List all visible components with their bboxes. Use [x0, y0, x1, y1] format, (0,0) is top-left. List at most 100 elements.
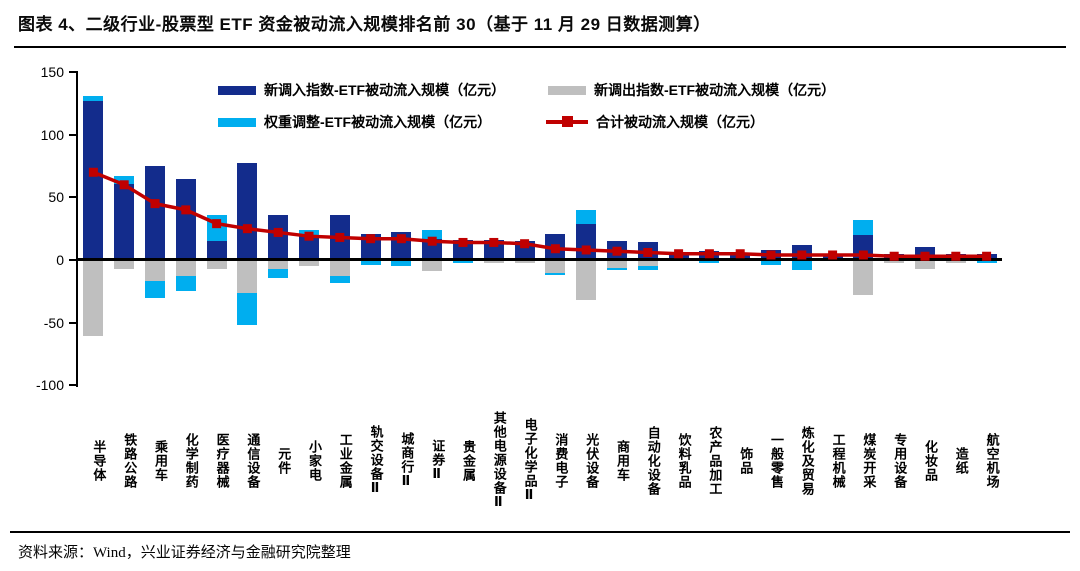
bar-segment-new-out: [483, 260, 504, 263]
bar-segment-weight-adj: [576, 209, 597, 224]
bar-segment-weight-adj: [299, 229, 319, 235]
bar-segment-new-in: [175, 178, 196, 260]
bar-segment-weight-adj: [422, 229, 443, 239]
x-axis-label: 农产品加工: [707, 426, 723, 496]
x-axis-label: 消费电子: [553, 433, 569, 489]
legend-line-swatch: [546, 116, 588, 127]
y-axis-tick-label: 150: [40, 64, 64, 80]
x-axis-label: 电子化学品Ⅱ: [522, 418, 538, 504]
bar-segment-new-out: [299, 260, 319, 267]
x-axis-label: 元件: [276, 447, 292, 475]
bar-segment-weight-adj: [268, 268, 289, 278]
x-axis-label: 航空机场: [984, 433, 1000, 489]
footer-divider: [10, 531, 1070, 533]
y-axis-line: [76, 71, 78, 387]
bar-segment-new-in: [145, 166, 165, 260]
bar-segment-new-in: [576, 223, 597, 260]
x-axis-label: 证券Ⅱ: [430, 439, 446, 483]
y-axis-tick-label: 50: [48, 189, 64, 206]
y-axis-tick: [69, 259, 76, 261]
y-axis-tick: [69, 196, 76, 199]
bar-segment-weight-adj: [83, 95, 104, 101]
bar-segment-new-out: [607, 260, 627, 268]
bar-segment-new-in: [83, 100, 104, 260]
x-axis-label: 饰品: [738, 447, 754, 475]
bar-segment-new-out: [83, 260, 104, 337]
x-axis-label: 造纸: [953, 447, 969, 475]
x-axis-label: 小家电: [307, 440, 322, 482]
bar-segment-weight-adj: [545, 272, 566, 276]
x-axis-label: 商用车: [615, 440, 630, 482]
x-axis-label: 半导体: [91, 440, 107, 482]
y-axis-tick: [69, 71, 76, 73]
legend-label-total-line: 合计被动流入规模（亿元）: [596, 114, 764, 130]
y-axis-tick: [69, 321, 76, 324]
bar-segment-new-in: [422, 238, 443, 260]
bar-segment-weight-adj: [114, 176, 135, 184]
bar-segment-new-out: [853, 260, 874, 296]
x-axis-label: 饮料乳品: [676, 433, 692, 489]
x-axis-label: 一般零售: [769, 433, 784, 489]
bar-segment-new-in: [329, 214, 350, 260]
bar-segment-new-out: [145, 260, 165, 282]
legend-item-new-in: 新调入指数-ETF被动流入规模（亿元）: [218, 81, 505, 99]
x-axis-label: 铁路公路: [122, 433, 138, 489]
bar-segment-weight-adj: [391, 260, 412, 267]
x-axis-label: 工程机械: [830, 433, 846, 489]
bar-segment-new-in: [237, 163, 258, 260]
x-axis-label: 乘用车: [153, 440, 168, 482]
legend-item-total-line: 合计被动流入规模（亿元）: [546, 113, 764, 131]
bar-segment-new-in: [853, 234, 874, 260]
bar-segment-weight-adj: [237, 292, 258, 326]
x-axis-label: 轨交设备Ⅱ: [368, 425, 384, 497]
bar-segment-weight-adj: [791, 260, 812, 271]
x-axis-label: 光伏设备: [584, 433, 600, 489]
bar-segment-weight-adj: [329, 276, 350, 283]
legend-swatch-new-in: [218, 85, 256, 95]
bar-segment-weight-adj: [761, 260, 781, 265]
x-axis-label: 医疗器械: [214, 433, 230, 489]
zero-baseline: [76, 258, 1002, 261]
x-axis-label: 贵金属: [461, 440, 476, 482]
x-axis-label: 其他电源设备Ⅱ: [491, 411, 507, 511]
legend-line-marker-icon: [562, 116, 573, 127]
bar-segment-new-out: [637, 260, 658, 267]
bar-segment-weight-adj: [175, 276, 196, 292]
y-axis-tick-label: -50: [43, 314, 64, 331]
bar-segment-weight-adj: [699, 260, 720, 263]
figure-title: 图表 4、二级行业-股票型 ETF 资金被动流入规模排名前 30（基于 11 月…: [18, 15, 711, 34]
bar-segment-weight-adj: [145, 281, 165, 298]
y-axis-tick: [69, 133, 76, 136]
legend-label-new-in: 新调入指数-ETF被动流入规模（亿元）: [264, 82, 506, 98]
bar-segment-new-out: [945, 260, 966, 263]
legend-swatch-weight-adj: [218, 117, 256, 127]
bar-segment-new-out: [237, 260, 258, 293]
x-axis-label: 化学制药: [183, 433, 199, 489]
bar-segment-weight-adj: [453, 260, 473, 263]
bar-segment-weight-adj: [607, 267, 627, 271]
bar-segment-new-in: [299, 234, 319, 260]
legend-item-new-out: 新调出指数-ETF被动流入规模（亿元）: [548, 81, 835, 99]
title-divider: [14, 46, 1066, 48]
bar-segment-new-out: [545, 260, 566, 273]
bar-segment-new-out: [114, 260, 135, 269]
bar-segment-new-out: [268, 260, 289, 269]
x-axis-label: 化妆品: [923, 440, 938, 482]
bar-segment-weight-adj: [360, 260, 381, 265]
x-axis-label: 炼化及贸易: [799, 426, 815, 496]
y-axis-tick-label: 100: [40, 126, 64, 143]
bar-segment-new-out: [175, 260, 196, 277]
bar-segment-weight-adj: [853, 219, 874, 235]
legend-label-new-out: 新调出指数-ETF被动流入规模（亿元）: [594, 82, 836, 98]
x-axis-label: 通信设备: [245, 433, 261, 489]
y-axis-tick-label: 0: [56, 252, 64, 268]
bar-segment-new-out: [206, 260, 227, 269]
bar-segment-new-in: [268, 214, 289, 260]
bar-segment-new-out: [884, 260, 905, 263]
bar-segment-new-in: [391, 232, 412, 260]
bar-segment-new-out: [514, 260, 535, 263]
bar-segment-new-out: [329, 260, 350, 277]
y-axis-tick: [69, 384, 76, 387]
